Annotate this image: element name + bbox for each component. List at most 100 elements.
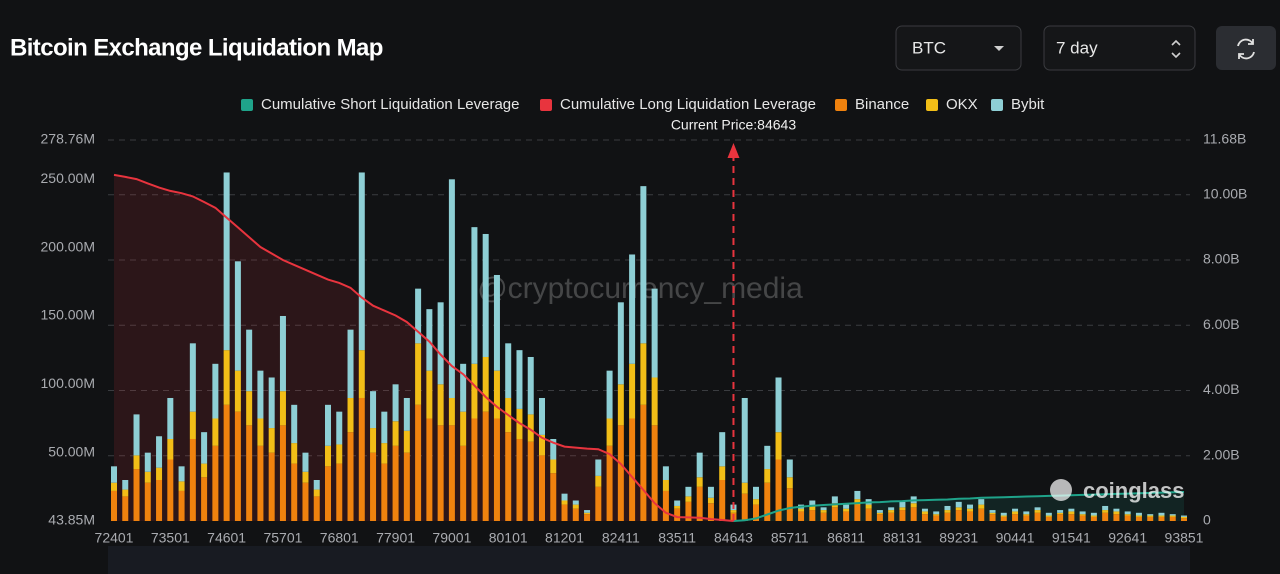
- bar-segment: [437, 425, 444, 521]
- bar-segment: [1124, 511, 1131, 515]
- bar-segment: [156, 479, 163, 521]
- bar-segment: [313, 496, 320, 521]
- bar-segment: [302, 452, 309, 472]
- bar-segment: [189, 343, 196, 412]
- bar-segment: [392, 421, 399, 446]
- bar-segment: [111, 482, 117, 491]
- refresh-button[interactable]: [1216, 26, 1276, 70]
- select-box[interactable]: [895, 25, 1022, 71]
- bar-segment: [347, 397, 354, 433]
- legend-swatch: [241, 99, 253, 111]
- bar-segment: [1023, 514, 1030, 516]
- bar-segment: [381, 443, 388, 464]
- bar-segment: [122, 496, 129, 521]
- x-tick-label: 92641: [1108, 530, 1147, 546]
- bar-segment: [561, 504, 568, 521]
- bar-segment: [325, 404, 331, 446]
- bar-segment: [978, 504, 985, 509]
- bar-segment: [1034, 507, 1041, 511]
- bar-segment: [685, 501, 692, 521]
- bar-segment: [921, 511, 928, 515]
- bar-segment: [336, 463, 343, 521]
- bar-segment: [257, 370, 264, 419]
- bar-segment: [775, 377, 782, 433]
- symbol-select[interactable]: BTC: [895, 25, 1022, 71]
- bar-segment: [674, 500, 681, 506]
- bar-segment: [1181, 516, 1187, 519]
- bar-segment: [347, 329, 354, 398]
- bar-segment: [279, 315, 286, 392]
- bar-segment: [843, 508, 850, 512]
- bar-segment: [291, 404, 298, 444]
- refresh-icon[interactable]: [1237, 38, 1255, 60]
- bar-segment: [1102, 510, 1109, 513]
- bar-segment: [606, 445, 613, 521]
- bar-segment: [707, 497, 714, 504]
- range-select[interactable]: 7 day: [1043, 25, 1196, 71]
- bar-segment: [167, 459, 174, 521]
- bar-segment: [1147, 516, 1154, 521]
- bar-segment: [201, 463, 208, 478]
- bar-segment: [189, 411, 196, 439]
- bar-segment: [707, 486, 714, 498]
- bar-segment: [741, 397, 748, 483]
- y-tick-label: 50.00M: [48, 443, 95, 459]
- bar-segment: [572, 500, 579, 505]
- bar-segment: [539, 455, 545, 521]
- bar-segment: [674, 505, 681, 509]
- y2-tick-label: 8.00B: [1203, 251, 1240, 267]
- bar-segment: [921, 514, 928, 521]
- select-box[interactable]: [1043, 25, 1196, 71]
- x-tick-label: 93851: [1165, 530, 1204, 546]
- bar-segment: [1158, 512, 1165, 516]
- bar-segment: [595, 475, 602, 487]
- bar-segment: [1124, 514, 1131, 516]
- caret[interactable]: [994, 46, 1004, 51]
- stepper[interactable]: [1171, 39, 1181, 59]
- bar-segment: [561, 500, 568, 505]
- x-tick-label: 82411: [602, 530, 640, 546]
- bar-segment: [1169, 516, 1176, 521]
- y2-tick-label: 10.00B: [1203, 186, 1247, 202]
- bar-segment: [460, 363, 467, 412]
- bar-segment: [1000, 512, 1007, 516]
- bar-segment: [629, 418, 636, 521]
- select-value[interactable]: BTC: [912, 38, 946, 57]
- series-line: [113, 173, 734, 522]
- bar-segment: [381, 411, 388, 444]
- select-value[interactable]: 7 day: [1056, 38, 1098, 57]
- x-tick-label: 74601: [207, 530, 246, 546]
- bar-segment: [662, 466, 669, 480]
- bar-segment: [640, 404, 647, 521]
- bar-segment: [967, 504, 973, 509]
- bar-segment: [223, 350, 230, 405]
- bar-segment: [122, 479, 129, 490]
- bar-segment: [426, 370, 433, 419]
- current-price-label: Current Price:84643: [671, 117, 797, 133]
- bar-segment: [967, 511, 973, 521]
- bar-segment: [764, 445, 771, 470]
- bar-segment: [336, 444, 343, 464]
- bar-segment: [1158, 515, 1165, 517]
- bar-segment: [1113, 514, 1120, 521]
- bar-segment: [1135, 516, 1142, 521]
- bar-segment: [809, 510, 816, 521]
- bar-segment: [246, 329, 253, 392]
- button-box[interactable]: [1216, 26, 1276, 70]
- bar-segment: [584, 512, 591, 515]
- bar-segment: [685, 496, 692, 502]
- bar-segment: [279, 425, 286, 521]
- bar-segment: [471, 418, 478, 521]
- y2-tick-label: 11.68B: [1203, 131, 1246, 147]
- x-tick-label: 86811: [827, 530, 865, 546]
- bar-segment: [1124, 515, 1131, 521]
- bar-segment: [820, 507, 827, 511]
- y-tick-label: 150.00M: [41, 307, 95, 323]
- bar-segment: [1181, 515, 1187, 517]
- bar-segment: [234, 411, 241, 521]
- bar-segment: [955, 501, 962, 508]
- bar-segment: [865, 504, 872, 509]
- bar-segment: [921, 508, 928, 512]
- zoom-slider[interactable]: [108, 546, 1190, 574]
